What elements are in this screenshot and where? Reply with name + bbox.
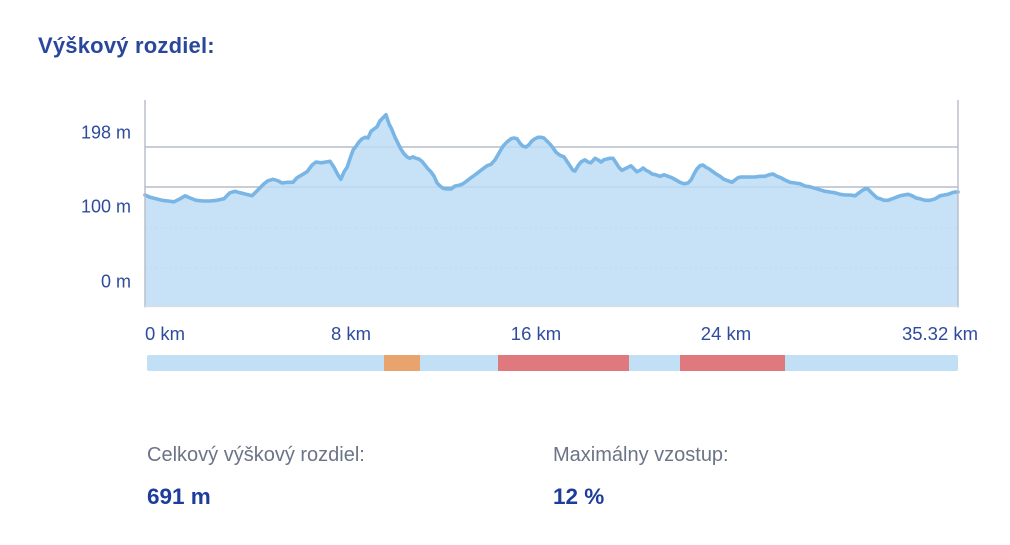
x-tick-label: 8 km <box>330 323 372 344</box>
surface-segment-blue <box>147 355 384 371</box>
elevation-area <box>145 114 958 307</box>
x-tick-label: 0 km <box>144 323 186 344</box>
surface-segment-blue <box>420 355 499 371</box>
y-tick-label: 198 m <box>80 122 131 143</box>
x-tick-label: 24 km <box>700 323 752 344</box>
surface-segment-blue <box>629 355 680 371</box>
surface-segment-blue <box>785 355 958 371</box>
max-ascent-label: Maximálny vzostup: <box>553 444 729 466</box>
surface-segment-red <box>679 355 786 371</box>
surface-segment-red <box>498 355 630 371</box>
y-tick-label: 100 m <box>80 196 131 217</box>
y-tick-label: 0 m <box>100 271 131 292</box>
x-tick-label: 16 km <box>510 323 562 344</box>
x-tick-label: 35.32 km <box>901 323 979 344</box>
surface-segment-orange <box>383 355 421 371</box>
surface-gradient-strip <box>147 355 958 371</box>
total-elevation-label: Celkový výškový rozdiel: <box>147 444 365 466</box>
page-title: Výškový rozdiel: <box>38 33 215 58</box>
elevation-line <box>143 113 960 204</box>
max-ascent-value: 12 % <box>553 484 605 509</box>
total-elevation-value: 691 m <box>147 484 211 509</box>
